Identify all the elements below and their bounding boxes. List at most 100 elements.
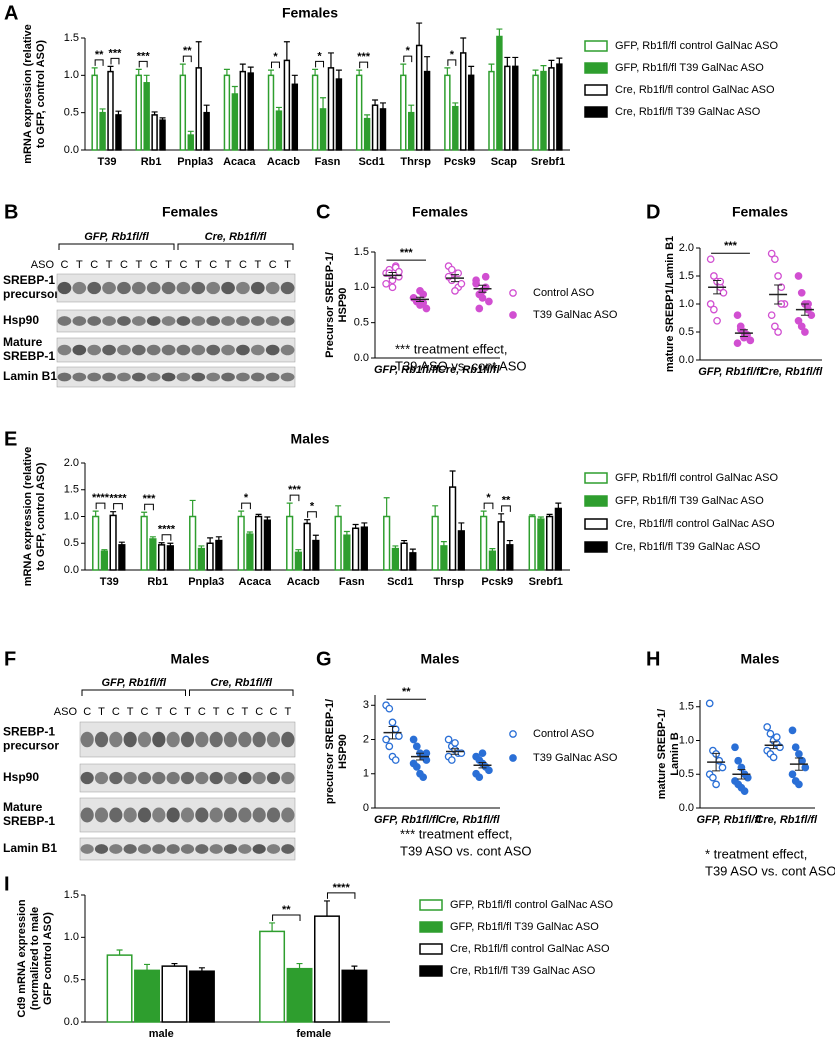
error-bar [286,502,293,517]
significance-label: ** [402,686,411,698]
data-point [801,763,810,772]
data-point [454,269,463,278]
error-bar [198,967,205,972]
bar [107,70,114,151]
bar [312,539,320,571]
data-point [788,726,797,735]
y-axis-label: Precursor SREBP-1/ [324,252,336,358]
data-point [419,773,428,782]
note: T39 ASO vs. cont ASO [395,358,527,373]
legend-label: Cre, Rb1fl/fl T39 GalNac ASO [615,541,761,553]
blot-band [87,281,102,295]
data-point [444,272,453,281]
bar [460,52,467,151]
error-bar [269,922,276,932]
blot-band [281,844,295,854]
y-axis-label: to GFP, control ASO) [35,462,47,571]
blot-row-label: Mature [3,335,43,349]
blot-band [57,372,72,382]
significance-label: **** [158,524,176,536]
data-point [733,339,742,348]
data-point [767,249,776,258]
blot-band [137,731,152,748]
y-axis-label: mRNA expression (relative [22,447,34,587]
blot-band [209,807,223,823]
data-point [772,733,781,741]
data-point [705,699,714,708]
blot-band [238,844,252,854]
error-bar [532,69,539,76]
error-bar [506,539,513,545]
legend-swatch [584,84,608,96]
bar [143,82,150,151]
lane-label: C [112,706,120,718]
error-bar [432,505,439,517]
bar [291,83,299,151]
bar [275,110,283,151]
lane-label: T [241,706,248,718]
bar [195,67,202,151]
significance-bracket [307,511,317,518]
error-bar [215,536,222,541]
error-bar [335,505,342,517]
data-point [719,288,728,297]
error-bar [268,69,275,76]
error-bar [480,510,487,517]
lane-label: C [83,706,91,718]
lane-label: T [225,259,232,271]
bar [118,544,126,571]
error-bar [449,470,456,488]
lane-label: T [127,706,134,718]
blot-band [266,844,281,854]
data-point [457,279,466,288]
y-tick-label: 1.0 [679,298,694,310]
significance-label: * [450,49,455,61]
panel-letter: G [316,648,332,670]
blot-band [94,807,109,823]
significance-label: *** [143,493,157,505]
panel-letter: F [4,648,16,670]
blot-band [152,807,166,823]
blot-band [109,844,123,854]
error-bar [171,962,178,967]
significance-bracket [501,505,511,512]
error-bar [498,513,505,522]
bar [431,515,439,571]
data-point [794,316,803,325]
data-point [788,770,797,779]
note: * treatment effect, [705,846,807,861]
lane-label: T [76,259,83,271]
bar [440,545,448,571]
error-bar [739,329,748,337]
data-point [797,322,806,331]
data-point [713,316,721,325]
error-bar [401,539,408,544]
bar [151,114,158,151]
error-bar [388,726,397,740]
blot-band [236,281,250,295]
chart-title: Females [282,5,338,21]
legend-marker [509,289,517,297]
group-label: GFP, Rb1fl/fl [101,677,167,689]
bar [512,65,519,151]
blot-row-label: SREBP-1 [3,814,55,828]
blot-band [176,281,191,295]
blot-row-label: SREBP-1 [3,349,55,363]
significance-label: *** [724,240,738,252]
data-point [733,311,742,320]
legend-label: T39 GalNac ASO [533,309,618,321]
error-bar [440,541,447,546]
legend-swatch [584,62,608,74]
y-tick-label: 3 [363,699,369,711]
error-bar [444,67,451,76]
group-bracket [58,243,175,250]
blot-band [206,344,221,356]
blot-band [191,372,206,382]
bar [363,117,371,151]
significance-label: * [406,45,411,57]
significance-bracket [289,494,300,502]
blot-row-label: Hsp90 [3,770,39,784]
legend-label: T39 GalNac ASO [533,752,618,764]
lane-label: C [141,706,149,718]
data-point [710,272,718,280]
